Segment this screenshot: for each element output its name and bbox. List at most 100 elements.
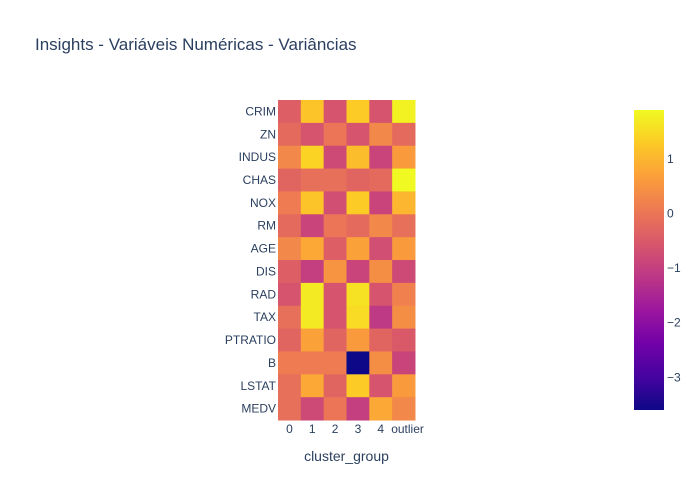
heatmap-cell — [369, 260, 393, 284]
heatmap-cell — [300, 145, 325, 170]
heatmap-cell — [323, 122, 347, 147]
heatmap-cell — [392, 214, 416, 238]
heatmap-cell — [369, 397, 393, 421]
colorbar-tick-label: 1 — [667, 152, 674, 166]
heatmap-cell — [300, 237, 325, 261]
heatmap-cell — [346, 237, 370, 261]
heatmap-cell — [300, 191, 325, 215]
y-tick-label: DIS — [256, 264, 276, 278]
heatmap-cell — [392, 237, 416, 261]
y-axis-ticks: CRIM ZN INDUS CHAS NOX RM AGE DIS RAD TAX PTRATIO B… — [225, 104, 277, 415]
x-tick-label: 0 — [286, 422, 293, 436]
heatmap-cell — [369, 145, 393, 170]
heatmap-cell — [346, 145, 370, 170]
x-tick-label: 2 — [332, 422, 339, 436]
heatmap-cell — [278, 122, 302, 147]
heatmap-cell — [346, 214, 370, 238]
colorbar-ticks: 1 0 −1 −2 −3 — [667, 152, 681, 384]
heatmap-cell — [300, 282, 325, 307]
heatmap-cell — [346, 282, 370, 307]
heatmap-cell — [323, 191, 347, 215]
heatmap-cell — [300, 122, 325, 147]
heatmap-cell — [300, 260, 325, 284]
y-tick-label: TAX — [254, 310, 276, 324]
heatmap-cell — [278, 374, 302, 398]
heatmap-cell — [392, 397, 416, 421]
y-tick-label: RAD — [251, 287, 277, 301]
heatmap-cell — [278, 191, 302, 215]
colorbar — [634, 110, 664, 410]
heatmap-cell — [346, 122, 370, 147]
x-tick-label: 1 — [309, 422, 316, 436]
colorbar-tick-label: 0 — [667, 207, 674, 221]
heatmap-cell — [323, 305, 347, 330]
heatmap-cell — [300, 374, 325, 398]
y-tick-label: PTRATIO — [225, 333, 276, 347]
heatmap-cell — [369, 351, 393, 375]
heatmap-cell — [323, 328, 347, 352]
heatmap-cell — [369, 122, 393, 147]
heatmap-cell — [323, 145, 347, 170]
heatmap-cell — [346, 168, 370, 192]
y-tick-label: CRIM — [245, 104, 276, 118]
heatmap-cell — [346, 260, 370, 284]
heatmap-cell — [346, 328, 370, 352]
heatmap-cell — [369, 214, 393, 238]
heatmap-cell — [346, 397, 370, 421]
heatmap-cell — [323, 282, 347, 307]
heatmap-cell — [323, 260, 347, 284]
heatmap-cell — [369, 168, 393, 192]
heatmap-cell — [369, 100, 393, 124]
heatmap-cell — [346, 351, 370, 375]
heatmap-cell — [369, 282, 393, 307]
heatmap-cell — [300, 328, 325, 352]
heatmap-cell — [278, 260, 302, 284]
heatmap-cell — [278, 145, 302, 170]
heatmap-cell — [369, 191, 393, 215]
x-axis-ticks: 0 1 2 3 4 outlier — [286, 422, 424, 436]
heatmap-cell — [300, 397, 325, 421]
heatmap-cell — [392, 168, 416, 192]
heatmap-cells — [278, 100, 416, 421]
heatmap-cell — [392, 305, 416, 330]
heatmap-cell — [392, 374, 416, 398]
heatmap-cell — [346, 374, 370, 398]
x-tick-label: 4 — [377, 422, 384, 436]
heatmap-cell — [300, 214, 325, 238]
heatmap-cell — [278, 282, 302, 307]
y-tick-label: RM — [257, 219, 276, 233]
heatmap-cell — [278, 168, 302, 192]
y-tick-label: ZN — [260, 127, 276, 141]
heatmap-cell — [278, 305, 302, 330]
heatmap-cell — [346, 305, 370, 330]
y-tick-label: LSTAT — [240, 379, 276, 393]
y-tick-label: AGE — [251, 242, 276, 256]
heatmap-cell — [278, 237, 302, 261]
heatmap-cell — [369, 328, 393, 352]
heatmap-cell — [278, 351, 302, 375]
heatmap-cell — [369, 305, 393, 330]
colorbar-tick-label: −2 — [667, 316, 681, 330]
heatmap-cell — [300, 351, 325, 375]
y-tick-label: MEDV — [241, 402, 276, 416]
colorbar-tick-label: −1 — [667, 261, 681, 275]
heatmap-cell — [323, 374, 347, 398]
heatmap-cell — [369, 374, 393, 398]
heatmap-cell — [346, 191, 370, 215]
heatmap-cell — [300, 168, 325, 192]
x-tick-label: 3 — [355, 422, 362, 436]
heatmap-cell — [392, 145, 416, 170]
y-tick-label: INDUS — [239, 150, 276, 164]
chart-title: Insights - Variáveis Numéricas - Variânc… — [35, 35, 357, 54]
heatmap-cell — [323, 100, 347, 124]
heatmap-cell — [392, 191, 416, 215]
heatmap-cell — [323, 168, 347, 192]
x-axis-label: cluster_group — [304, 448, 389, 464]
heatmap-cell — [392, 122, 416, 147]
heatmap-cell — [392, 100, 416, 124]
y-tick-label: B — [268, 356, 276, 370]
heatmap-cell — [392, 351, 416, 375]
heatmap-cell — [369, 237, 393, 261]
y-tick-label: NOX — [250, 196, 276, 210]
